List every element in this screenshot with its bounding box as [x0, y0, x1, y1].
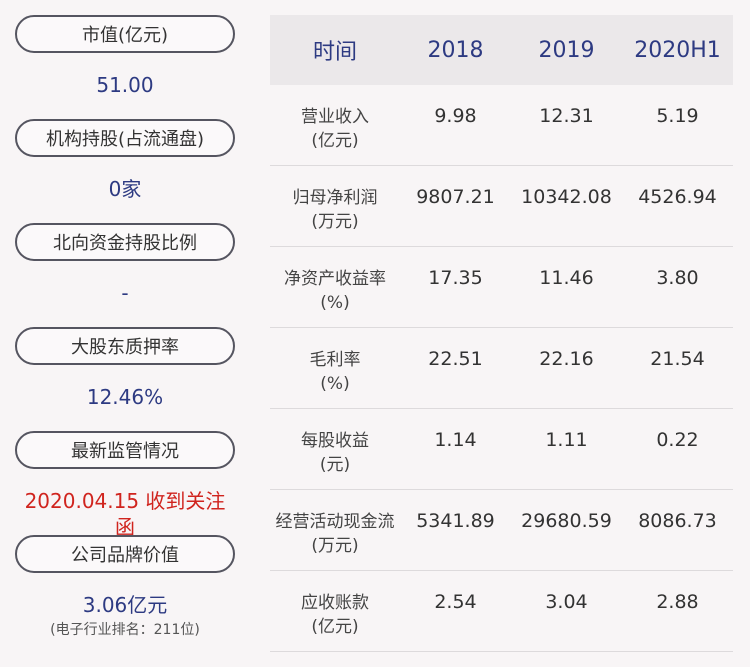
row-label-name: 归母净利润 — [292, 188, 378, 208]
metric-pledge-rate: 大股东质押率 12.46% — [15, 327, 235, 431]
table-cell: 9807.21 — [416, 186, 495, 208]
header-cell: 2019 — [538, 37, 595, 63]
metric-value: 0家 — [108, 177, 142, 201]
row-label-unit: (亿元) — [311, 131, 359, 151]
row-label-name: 经营活动现金流 — [275, 512, 395, 532]
table-cell: 4526.94 — [638, 186, 717, 208]
row-label-name: 净资产收益率 — [284, 269, 386, 289]
metric-value: 51.00 — [96, 73, 154, 97]
row-label-unit: (元) — [319, 455, 351, 475]
table-cell: 12.31 — [539, 105, 594, 127]
row-label: 净资产收益率 (%) — [270, 247, 400, 315]
header-cell: 2018 — [427, 37, 484, 63]
row-label: 经营活动现金流 (万元) — [270, 490, 400, 558]
row-label: 归母净利润 (万元) — [270, 166, 400, 234]
table-cell: 22.51 — [428, 348, 483, 370]
table-row: 应收账款 (亿元) 2.54 3.04 2.88 — [270, 571, 733, 652]
table-cell: 2.54 — [434, 591, 477, 613]
table-header: 时间 2018 2019 2020H1 — [270, 15, 733, 85]
metric-value: - — [121, 281, 129, 305]
header-cell: 2020H1 — [634, 37, 721, 63]
row-label: 毛利率 (%) — [270, 328, 400, 396]
table-row: 营业收入 (亿元) 9.98 12.31 5.19 — [270, 85, 733, 166]
row-label-unit: (亿元) — [311, 617, 359, 637]
metric-note: (电子行业排名：211位) — [50, 622, 200, 638]
row-label-name: 每股收益 — [301, 431, 369, 451]
metric-value: 2020.04.15 收到关注函 — [24, 489, 226, 539]
metric-label: 最新监管情况 — [15, 431, 235, 469]
metrics-panel: 市值(亿元) 51.00 机构持股(占流通盘) 0家 北向资金持股比例 - 大股… — [15, 15, 235, 639]
table-cell: 5341.89 — [416, 510, 495, 532]
table-cell: 21.54 — [650, 348, 705, 370]
metric-label: 公司品牌价值 — [15, 535, 235, 573]
table-row: 净资产收益率 (%) 17.35 11.46 3.80 — [270, 247, 733, 328]
row-label-unit: (%) — [320, 293, 350, 313]
financial-table: 时间 2018 2019 2020H1 营业收入 (亿元) 9.98 12.31… — [270, 15, 733, 652]
row-label-unit: (万元) — [311, 212, 359, 232]
metric-market-cap: 市值(亿元) 51.00 — [15, 15, 235, 119]
row-label-name: 营业收入 — [301, 107, 369, 127]
table-cell: 10342.08 — [521, 186, 612, 208]
row-label: 应收账款 (亿元) — [270, 571, 400, 639]
table-cell: 8086.73 — [638, 510, 717, 532]
table-cell: 22.16 — [539, 348, 594, 370]
table-row: 归母净利润 (万元) 9807.21 10342.08 4526.94 — [270, 166, 733, 247]
table-cell: 29680.59 — [521, 510, 612, 532]
metric-label: 市值(亿元) — [15, 15, 235, 53]
metric-label: 北向资金持股比例 — [15, 223, 235, 261]
metric-northbound-ratio: 北向资金持股比例 - — [15, 223, 235, 327]
table-cell: 11.46 — [539, 267, 594, 289]
table-cell: 1.14 — [434, 429, 477, 451]
table-cell: 9.98 — [434, 105, 477, 127]
table-cell: 0.22 — [656, 429, 699, 451]
row-label: 营业收入 (亿元) — [270, 85, 400, 153]
metric-label: 大股东质押率 — [15, 327, 235, 365]
row-label-unit: (万元) — [311, 536, 359, 556]
metric-value: 12.46% — [86, 385, 164, 409]
row-label-name: 毛利率 — [309, 350, 361, 370]
row-label-name: 应收账款 — [301, 593, 369, 613]
metric-institutional-holdings: 机构持股(占流通盘) 0家 — [15, 119, 235, 223]
table-cell: 2.88 — [656, 591, 699, 613]
metric-value: 3.06亿元 — [82, 593, 168, 617]
header-cell: 时间 — [312, 40, 357, 65]
table-cell: 1.11 — [545, 429, 588, 451]
metric-brand-value: 公司品牌价值 3.06亿元 (电子行业排名：211位) — [15, 535, 235, 639]
row-label-unit: (%) — [320, 374, 350, 394]
table-cell: 5.19 — [656, 105, 699, 127]
row-label: 每股收益 (元) — [270, 409, 400, 477]
table-cell: 17.35 — [428, 267, 483, 289]
table-row: 每股收益 (元) 1.14 1.11 0.22 — [270, 409, 733, 490]
table-cell: 3.04 — [545, 591, 588, 613]
table-cell: 3.80 — [656, 267, 699, 289]
metric-regulatory-status: 最新监管情况 2020.04.15 收到关注函 — [15, 431, 235, 539]
table-row: 经营活动现金流 (万元) 5341.89 29680.59 8086.73 — [270, 490, 733, 571]
table-row: 毛利率 (%) 22.51 22.16 21.54 — [270, 328, 733, 409]
metric-label: 机构持股(占流通盘) — [15, 119, 235, 157]
